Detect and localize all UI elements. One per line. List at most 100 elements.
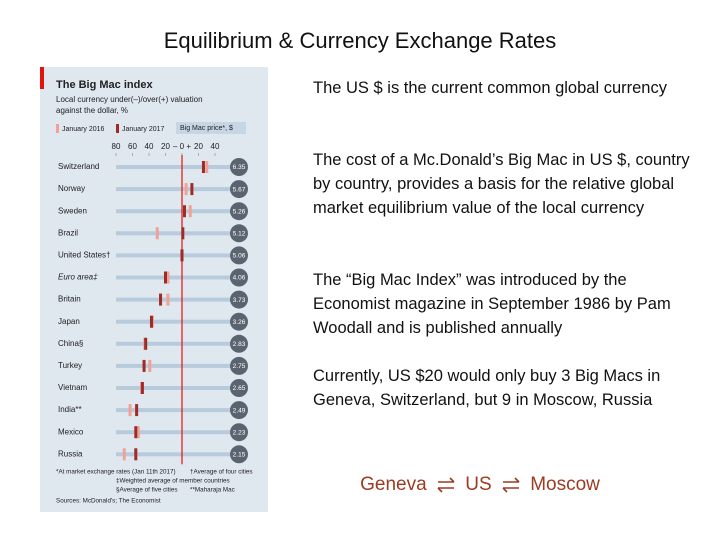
- slide-title: Equilibrium & Currency Exchange Rates: [163, 28, 557, 53]
- country-label: Switzerland: [58, 162, 99, 171]
- row-band: [116, 319, 239, 324]
- chart-subtitle: against the dollar, %: [56, 106, 128, 115]
- price-badge: [230, 158, 248, 176]
- row-band: [116, 253, 239, 258]
- country-label: China§: [58, 339, 83, 348]
- valuation-marker: [136, 426, 140, 439]
- row-band: [116, 209, 239, 214]
- footnote: §Average of five cities: [116, 487, 178, 494]
- valuation-marker: [134, 448, 138, 461]
- row-band: [116, 341, 239, 346]
- footer-item: Moscow: [530, 474, 600, 495]
- footer-item: US: [465, 474, 492, 495]
- row-band: [116, 187, 239, 192]
- chart-subtitle: Local currency under(–)/over(+) valuatio…: [56, 95, 203, 104]
- row-band: [116, 452, 239, 457]
- row-band: [116, 165, 239, 169]
- row-band: [116, 430, 239, 435]
- price-label: 2.75: [233, 363, 246, 370]
- price-label: 4.06: [233, 275, 246, 282]
- x-tick-label: 80: [112, 142, 121, 151]
- country-label: Britain: [58, 295, 81, 304]
- country-label: Sweden: [58, 206, 87, 215]
- price-label: 3.26: [233, 319, 246, 326]
- country-label: India**: [58, 405, 82, 414]
- legend-label: Big Mac price*, $: [180, 125, 233, 132]
- bullet: The “Big Mac Index” was introduced by th…: [313, 271, 671, 337]
- valuation-marker: [144, 337, 148, 350]
- price-label: 5.67: [233, 186, 246, 193]
- country-label: Brazil: [58, 228, 78, 237]
- valuation-marker: [188, 205, 192, 218]
- price-badge: [230, 224, 248, 243]
- valuation-marker: [164, 271, 167, 284]
- price-badge: [230, 180, 248, 199]
- footnote: †Average of four cities: [190, 469, 253, 476]
- price-badge: [230, 356, 248, 375]
- price-label: 2.65: [233, 385, 246, 392]
- footnote: Sources: McDonald's; The Economist: [56, 498, 161, 505]
- valuation-marker: [166, 271, 170, 284]
- swap-arrow: [502, 477, 520, 493]
- valuation-marker: [142, 359, 146, 372]
- country-label: Turkey: [58, 361, 82, 370]
- row-band: [116, 297, 239, 302]
- valuation-marker: [128, 404, 132, 417]
- valuation-marker: [182, 205, 186, 218]
- valuation-marker: [159, 293, 163, 306]
- x-tick-label: 20: [161, 142, 170, 151]
- legend-swatch: [56, 124, 59, 133]
- valuation-marker: [148, 359, 152, 372]
- footnote: *At market exchange rates (Jan 11th 2017…: [56, 469, 176, 476]
- country-label: Japan: [58, 317, 80, 326]
- country-label: Mexico: [58, 427, 84, 436]
- country-label: Euro area‡: [58, 273, 98, 282]
- valuation-marker: [122, 448, 126, 461]
- price-label: 5.12: [233, 231, 246, 238]
- x-tick-label: – 0 +: [173, 142, 191, 151]
- valuation-marker: [155, 227, 159, 240]
- price-label: 5.06: [233, 253, 246, 260]
- big-mac-chart: The Big Mac index Local currency under(–…: [40, 67, 268, 512]
- bullet: The US $ is the current common global cu…: [313, 79, 667, 97]
- price-label: 2.23: [233, 429, 246, 436]
- valuation-marker: [205, 161, 209, 173]
- price-label: 2.15: [233, 452, 246, 459]
- country-label: Russia: [58, 449, 83, 458]
- valuation-marker: [201, 161, 205, 173]
- price-badge: [230, 401, 248, 420]
- price-badge: [230, 312, 248, 331]
- row-band: [116, 386, 239, 390]
- valuation-marker: [181, 227, 185, 240]
- chart-background: [40, 67, 268, 512]
- red-tag: [40, 67, 44, 89]
- footer-item: Geneva: [360, 474, 427, 495]
- valuation-marker: [134, 426, 138, 439]
- x-tick-label: 20: [194, 142, 203, 151]
- valuation-marker: [166, 293, 170, 306]
- country-label: Norway: [58, 184, 85, 193]
- price-badge: [230, 445, 248, 464]
- x-tick-label: 40: [145, 142, 154, 151]
- price-badge: [230, 379, 248, 397]
- legend-swatch: [116, 124, 119, 133]
- price-badge: [230, 290, 248, 309]
- row-band: [116, 231, 239, 236]
- chart-title: The Big Mac index: [56, 79, 153, 91]
- price-badge: [230, 423, 248, 442]
- valuation-marker: [180, 249, 184, 262]
- valuation-marker: [135, 404, 139, 417]
- row-band: [116, 275, 239, 280]
- x-tick-label: 40: [211, 142, 220, 151]
- valuation-marker: [184, 183, 188, 196]
- country-label: United States†: [58, 251, 110, 260]
- price-badge: [230, 246, 248, 265]
- country-label: Vietnam: [58, 383, 88, 392]
- footer: Geneva US Moscow: [300, 474, 660, 496]
- price-badge: [230, 268, 248, 287]
- valuation-marker: [149, 315, 153, 328]
- x-tick-label: 60: [128, 142, 137, 151]
- price-label: 5.26: [233, 208, 246, 215]
- price-badge: [230, 202, 248, 221]
